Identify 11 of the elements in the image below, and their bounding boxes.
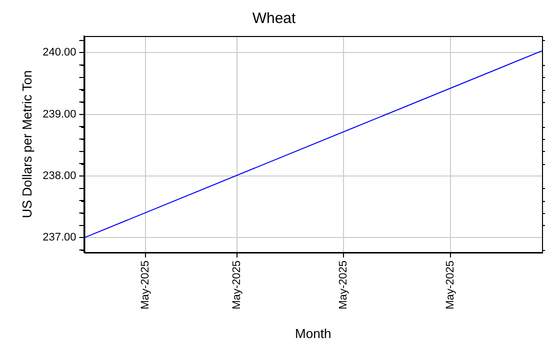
x-tick-label: May-2025 xyxy=(139,260,152,310)
x-axis-title: Month xyxy=(295,326,332,341)
chart-title: Wheat xyxy=(252,10,297,28)
x-tick-label: May-2025 xyxy=(230,260,243,310)
y-tick-label: 240.00 xyxy=(42,46,76,59)
y-axis-title: US Dollars per Metric Ton xyxy=(19,70,34,218)
x-tick-label: May-2025 xyxy=(444,260,456,310)
x-tick-label: May-2025 xyxy=(338,260,350,310)
y-tick-label: 239.00 xyxy=(42,108,76,120)
y-tick-label: 237.00 xyxy=(42,232,76,244)
y-tick-label: 238.00 xyxy=(42,170,76,182)
